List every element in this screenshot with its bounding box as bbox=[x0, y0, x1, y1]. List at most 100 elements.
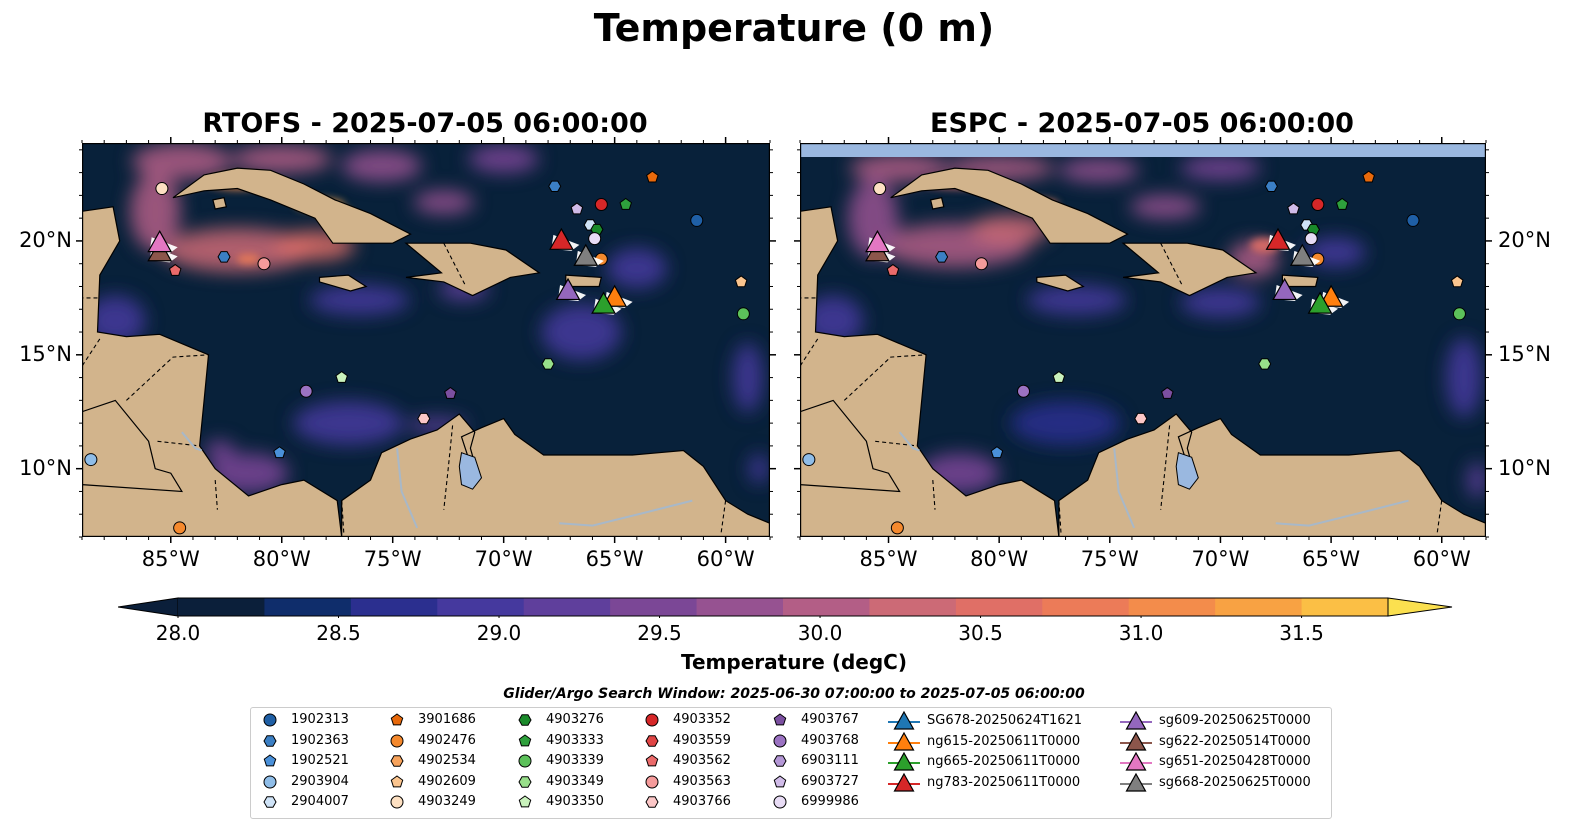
legend-label: 1902313 bbox=[291, 712, 349, 727]
legend-label: 4903350 bbox=[546, 794, 604, 809]
colorbar-segment bbox=[350, 598, 438, 616]
glider-sg651-20250428T0000 bbox=[147, 229, 173, 253]
argo-float-6999986 bbox=[588, 232, 602, 246]
figure-title: Temperature (0 m) bbox=[593, 6, 995, 50]
argo-float-4903333 bbox=[619, 197, 633, 210]
argo-float-4903766 bbox=[417, 412, 431, 425]
lon-tick-label: 75°W bbox=[363, 547, 422, 571]
legend-label: 4903563 bbox=[673, 773, 731, 789]
legend-label: 4903562 bbox=[673, 753, 731, 768]
lon-tick-label: 70°W bbox=[474, 547, 533, 571]
argo-float-4902476 bbox=[173, 521, 187, 535]
legend-marker-circle bbox=[518, 754, 532, 768]
legend-label: 4903249 bbox=[418, 794, 476, 809]
legend-marker-circle bbox=[263, 775, 277, 788]
legend-marker-hexagon bbox=[645, 734, 659, 747]
legend-marker-pentagon bbox=[518, 733, 532, 746]
legend-label: sg622-20250514T0000 bbox=[1159, 733, 1311, 749]
glider-sg668-20250625T0000 bbox=[1289, 243, 1315, 266]
legend-label: 4903767 bbox=[801, 712, 859, 727]
legend-marker-hexagon bbox=[773, 755, 787, 767]
lat-tick-label: 20°N bbox=[1498, 227, 1551, 252]
legend-marker-hexagon bbox=[390, 755, 404, 767]
legend-label: 4903349 bbox=[546, 773, 604, 789]
glider-ng665-20250611T0000 bbox=[591, 291, 616, 314]
legend-marker-circle bbox=[390, 795, 404, 809]
lon-tick-label: 70°W bbox=[1191, 547, 1250, 571]
legend-label: 6999986 bbox=[801, 794, 859, 809]
argo-float-4903249 bbox=[155, 182, 169, 196]
argo-float-1902363 bbox=[217, 251, 231, 263]
lon-tick-label: 80°W bbox=[252, 547, 311, 571]
colorbar-segment bbox=[523, 598, 611, 616]
lon-tick-label: 75°W bbox=[1080, 547, 1139, 571]
legend-marker-triangle bbox=[893, 751, 915, 771]
colorbar-segment bbox=[783, 598, 870, 616]
glider-sg609-20250625T0000 bbox=[555, 277, 581, 301]
glider-ng665-20250611T0000 bbox=[1307, 291, 1333, 314]
legend-label: 6903727 bbox=[801, 773, 859, 789]
argo-float-4903767 bbox=[444, 386, 457, 399]
panel-title-espc: ESPC - 2025-07-05 06:00:00 bbox=[930, 108, 1354, 139]
colorbar-segment bbox=[1042, 598, 1130, 616]
map-frame bbox=[82, 143, 770, 537]
legend-label: 4903768 bbox=[801, 732, 859, 748]
legend-marker-hexagon bbox=[518, 714, 532, 726]
legend-label: SG678-20250624T1621 bbox=[927, 713, 1083, 728]
legend-label: ng665-20250611T0000 bbox=[927, 754, 1081, 769]
legend-label: 4902534 bbox=[418, 753, 476, 768]
argo-float-4903352 bbox=[594, 197, 608, 211]
colorbar-tick-label: 28.0 bbox=[155, 621, 201, 645]
lat-tick-label: 20°N bbox=[19, 227, 72, 252]
lat-tick-label: 15°N bbox=[1498, 341, 1551, 366]
colorbar-segment bbox=[610, 598, 698, 616]
legend-label: 4903559 bbox=[673, 732, 731, 748]
legend: 1902313 1902363 1902521 2903904 2904007 39016… bbox=[250, 707, 1332, 819]
lat-tick-label: 15°N bbox=[19, 341, 72, 366]
legend-label: 4903352 bbox=[673, 712, 731, 727]
colorbar-tick-label: 28.5 bbox=[316, 621, 361, 645]
lon-tick-label: 65°W bbox=[1302, 547, 1361, 571]
lon-tick-label: 60°W bbox=[1412, 547, 1471, 571]
panel-title-rtofs: RTOFS - 2025-07-05 06:00:00 bbox=[202, 108, 648, 139]
argo-float-4902609 bbox=[1450, 275, 1464, 288]
argo-float-4903339 bbox=[1452, 307, 1466, 321]
legend-label: ng783-20250611T0000 bbox=[927, 774, 1081, 790]
lon-tick-label: 85°W bbox=[859, 547, 918, 571]
legend-marker-triangle bbox=[893, 731, 915, 751]
map-espc bbox=[800, 143, 1486, 537]
legend-marker-triangle bbox=[893, 710, 915, 730]
argo-float-4903352 bbox=[1311, 197, 1325, 211]
glider-ng783-20250611T0000 bbox=[1265, 227, 1291, 250]
lat-tick-label: 10°N bbox=[19, 455, 72, 480]
colorbar-segment bbox=[869, 598, 957, 616]
colorbar-extend-max bbox=[1387, 597, 1453, 617]
argo-float-6903727 bbox=[1287, 202, 1300, 215]
legend-marker-circle bbox=[645, 775, 659, 788]
argo-float-4902476 bbox=[890, 521, 904, 535]
axis-ticks bbox=[76, 137, 776, 543]
argo-float-4903349 bbox=[1258, 358, 1272, 370]
argo-float-1902313 bbox=[690, 213, 704, 227]
colorbar-extend-min bbox=[118, 597, 179, 617]
search-window-text: Glider/Argo Search Window: 2025-06-30 07… bbox=[503, 686, 1085, 702]
colorbar-segment bbox=[1215, 598, 1303, 616]
argo-float-4903768 bbox=[1017, 384, 1031, 398]
colorbar-tick-label: 31.0 bbox=[1118, 621, 1164, 645]
argo-float-4903350 bbox=[335, 370, 348, 383]
legend-marker-triangle bbox=[1125, 731, 1147, 751]
lake-maracaibo bbox=[1175, 452, 1199, 490]
legend-marker-pentagon bbox=[773, 774, 787, 787]
legend-label: 4902609 bbox=[418, 773, 476, 789]
colorbar-tick-label: 30.5 bbox=[958, 621, 1003, 645]
colorbar-tick-label: 29.5 bbox=[637, 621, 682, 645]
legend-label: 2904007 bbox=[291, 794, 349, 809]
legend-label: sg609-20250625T0000 bbox=[1159, 713, 1311, 728]
legend-marker-pentagon bbox=[645, 754, 659, 767]
argo-float-6903727 bbox=[570, 202, 584, 215]
colorbar-segment bbox=[1128, 598, 1216, 616]
argo-float-4903563 bbox=[257, 257, 271, 271]
argo-float-4903249 bbox=[873, 182, 887, 196]
legend-marker-circle bbox=[773, 734, 787, 747]
argo-float-1902521 bbox=[273, 446, 286, 459]
